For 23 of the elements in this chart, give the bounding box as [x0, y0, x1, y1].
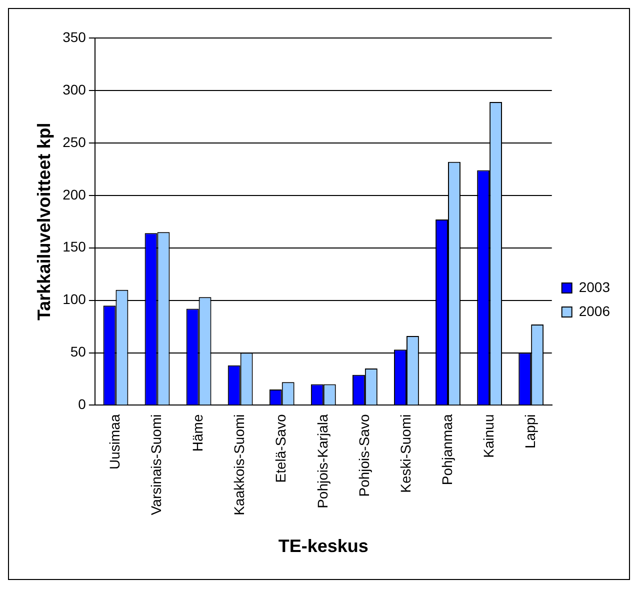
y-axis-title: Tarkkailuvelvoitteet kpl	[34, 122, 54, 320]
x-tick-label: Pohjois-Karjala	[314, 414, 330, 508]
y-tick-label: 0	[78, 396, 86, 412]
y-tick-label: 100	[62, 291, 86, 308]
x-tick-label: Uusimaa	[106, 414, 123, 470]
x-tick-label: Varsinais-Suomi	[148, 414, 164, 516]
y-tick-label: 150	[62, 238, 86, 255]
x-tick-label: Lappi	[522, 414, 538, 449]
x-tick-label: Kainuu	[480, 414, 496, 458]
x-tick-label: Keski-Suomi	[397, 414, 414, 493]
y-tick-label: 300	[62, 81, 86, 98]
y-tick-label: 50	[70, 344, 86, 360]
y-tick-label: 250	[62, 134, 86, 150]
legend-label: 2006	[578, 302, 610, 319]
x-tick-label: Pohjois-Savo	[356, 414, 372, 497]
legend-label: 2003	[578, 278, 610, 295]
y-tick-label: 350	[62, 28, 86, 45]
x-tick-label: Kaakkois-Suomi	[231, 414, 248, 516]
x-tick-label: Etelä-Savo	[272, 414, 289, 483]
x-tick-label: Pohjanmaa	[438, 414, 455, 486]
x-axis-title: TE-keskus	[278, 536, 368, 556]
y-tick-label: 200	[62, 186, 86, 202]
x-tick-label: Häme	[190, 414, 206, 452]
